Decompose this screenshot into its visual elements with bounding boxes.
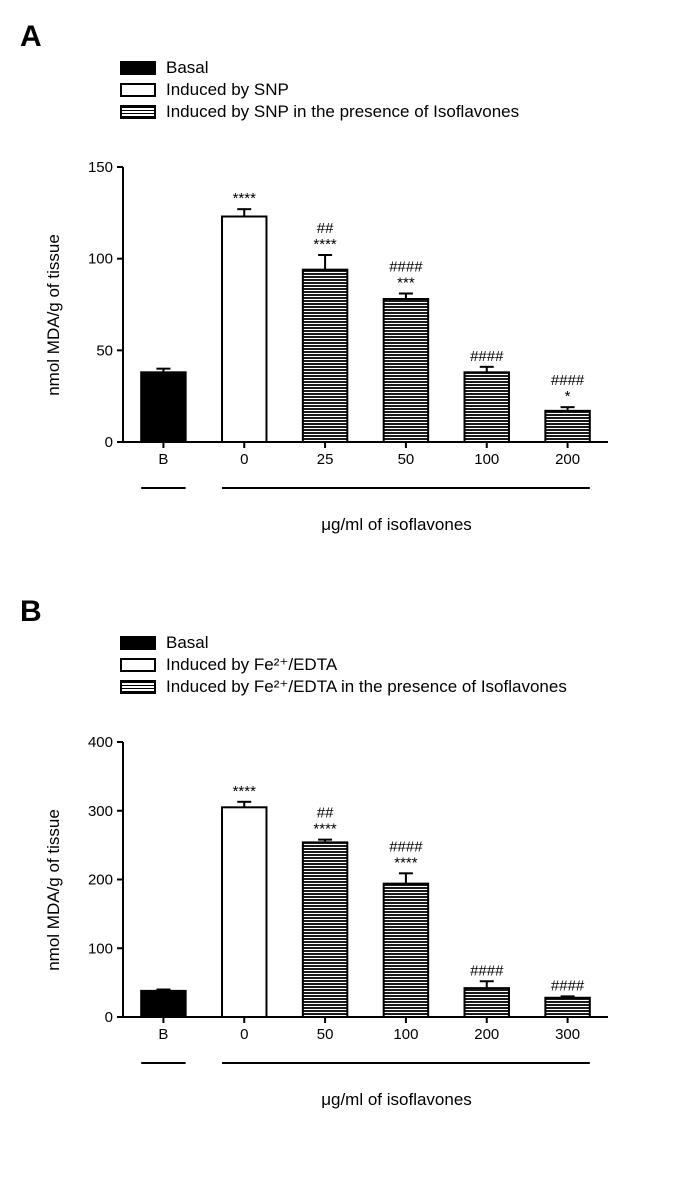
panel-b-chart-wrap: nmol MDA/g of tissue 0 100 200 300 400 B **** 0… bbox=[40, 722, 675, 1057]
legend-label-induced: Induced by SNP bbox=[166, 80, 289, 100]
bar bbox=[141, 991, 185, 1017]
ytick-label: 100 bbox=[88, 251, 113, 268]
sig-annotation: **** bbox=[233, 190, 257, 207]
panel-b-xlabel: μg/ml of isoflavones bbox=[118, 1090, 675, 1110]
legend-row: Induced by Fe²⁺/EDTA in the presence of … bbox=[120, 677, 675, 697]
panel-b: B Basal Induced by Fe²⁺/EDTA Induced by … bbox=[10, 595, 675, 1110]
sig-annotation: #### bbox=[551, 977, 585, 994]
bar bbox=[545, 411, 589, 442]
legend-swatch-induced bbox=[120, 83, 156, 97]
legend-swatch-induced-iso bbox=[120, 680, 156, 694]
legend-swatch-basal bbox=[120, 636, 156, 650]
xtick-label: 50 bbox=[317, 1026, 334, 1043]
xtick-label: 25 bbox=[317, 451, 334, 468]
panel-b-svg: 0100200300400B****0****##50****####100##… bbox=[68, 722, 628, 1052]
ytick-label: 300 bbox=[88, 803, 113, 820]
xtick-label: 100 bbox=[474, 451, 499, 468]
bar bbox=[384, 884, 428, 1017]
ytick-label: 400 bbox=[88, 734, 113, 751]
panel-b-legend: Basal Induced by Fe²⁺/EDTA Induced by Fe… bbox=[120, 633, 675, 697]
ytick-label: 150 bbox=[88, 159, 113, 176]
bar bbox=[384, 299, 428, 442]
bar bbox=[303, 842, 347, 1017]
xtick-label: 100 bbox=[393, 1026, 418, 1043]
sig-annotation: **** bbox=[394, 854, 418, 871]
xtick-label: B bbox=[158, 1026, 168, 1043]
panel-b-label: B bbox=[20, 595, 675, 629]
legend-label-induced-iso: Induced by Fe²⁺/EDTA in the presence of … bbox=[166, 677, 567, 697]
panel-b-xgroup-svg bbox=[68, 1057, 628, 1077]
legend-row: Induced by SNP bbox=[120, 80, 675, 100]
panel-a-chart: 050100150B****0****##25***####50####100*… bbox=[68, 147, 675, 482]
xtick-label: B bbox=[158, 451, 168, 468]
sig-annotation: #### bbox=[470, 348, 504, 365]
sig-annotation: * bbox=[565, 388, 571, 405]
panel-a-ylabel: nmol MDA/g of tissue bbox=[44, 234, 64, 396]
legend-swatch-induced bbox=[120, 658, 156, 672]
bar bbox=[545, 998, 589, 1017]
sig-annotation: #### bbox=[470, 962, 504, 979]
bar bbox=[222, 807, 266, 1017]
legend-row: Basal bbox=[120, 633, 675, 653]
sig-annotation: ## bbox=[317, 805, 334, 822]
sig-annotation: **** bbox=[313, 821, 337, 838]
legend-label-basal: Basal bbox=[166, 58, 209, 78]
legend-label-induced-iso: Induced by SNP in the presence of Isofla… bbox=[166, 102, 519, 122]
panel-a-xlabel: μg/ml of isoflavones bbox=[118, 515, 675, 535]
ylabel-slot: nmol MDA/g of tissue bbox=[40, 722, 68, 1057]
legend-swatch-basal bbox=[120, 61, 156, 75]
bar bbox=[465, 372, 509, 442]
xtick-label: 0 bbox=[240, 1026, 248, 1043]
xtick-label: 200 bbox=[474, 1026, 499, 1043]
panel-a-xaxis-extras: μg/ml of isoflavones bbox=[68, 482, 675, 535]
panel-a-svg: 050100150B****0****##25***####50####100*… bbox=[68, 147, 628, 477]
bar bbox=[303, 270, 347, 442]
sig-annotation: #### bbox=[551, 372, 585, 389]
panel-b-xaxis-extras: μg/ml of isoflavones bbox=[68, 1057, 675, 1110]
xtick-label: 200 bbox=[555, 451, 580, 468]
panel-a-chart-wrap: nmol MDA/g of tissue 050100150B****0****… bbox=[40, 147, 675, 482]
panel-a-xgroup-svg bbox=[68, 482, 628, 502]
sig-annotation: #### bbox=[389, 259, 423, 276]
bar bbox=[222, 217, 266, 443]
xtick-label: 50 bbox=[398, 451, 415, 468]
bar bbox=[141, 372, 185, 442]
panel-b-ylabel: nmol MDA/g of tissue bbox=[44, 809, 64, 971]
xtick-label: 300 bbox=[555, 1026, 580, 1043]
legend-label-induced: Induced by Fe²⁺/EDTA bbox=[166, 655, 337, 675]
panel-b-chart: 0100200300400B****0****##50****####100##… bbox=[68, 722, 675, 1057]
sig-annotation: #### bbox=[389, 838, 423, 855]
panel-a: A Basal Induced by SNP Induced by SNP in… bbox=[10, 20, 675, 535]
panel-a-legend: Basal Induced by SNP Induced by SNP in t… bbox=[120, 58, 675, 122]
xtick-label: 0 bbox=[240, 451, 248, 468]
legend-row: Induced by SNP in the presence of Isofla… bbox=[120, 102, 675, 122]
ytick-label: 100 bbox=[88, 940, 113, 957]
sig-annotation: **** bbox=[233, 783, 257, 800]
sig-annotation: ## bbox=[317, 220, 334, 237]
legend-label-basal: Basal bbox=[166, 633, 209, 653]
ytick-label: 50 bbox=[96, 342, 113, 359]
ylabel-slot: nmol MDA/g of tissue bbox=[40, 147, 68, 482]
legend-row: Basal bbox=[120, 58, 675, 78]
ytick-label: 200 bbox=[88, 872, 113, 889]
sig-annotation: **** bbox=[313, 236, 337, 253]
sig-annotation: *** bbox=[397, 275, 415, 292]
ytick-label: 0 bbox=[105, 1009, 113, 1026]
ytick-label: 0 bbox=[105, 434, 113, 451]
panel-a-label: A bbox=[20, 20, 675, 54]
legend-swatch-induced-iso bbox=[120, 105, 156, 119]
bar bbox=[465, 988, 509, 1017]
legend-row: Induced by Fe²⁺/EDTA bbox=[120, 655, 675, 675]
